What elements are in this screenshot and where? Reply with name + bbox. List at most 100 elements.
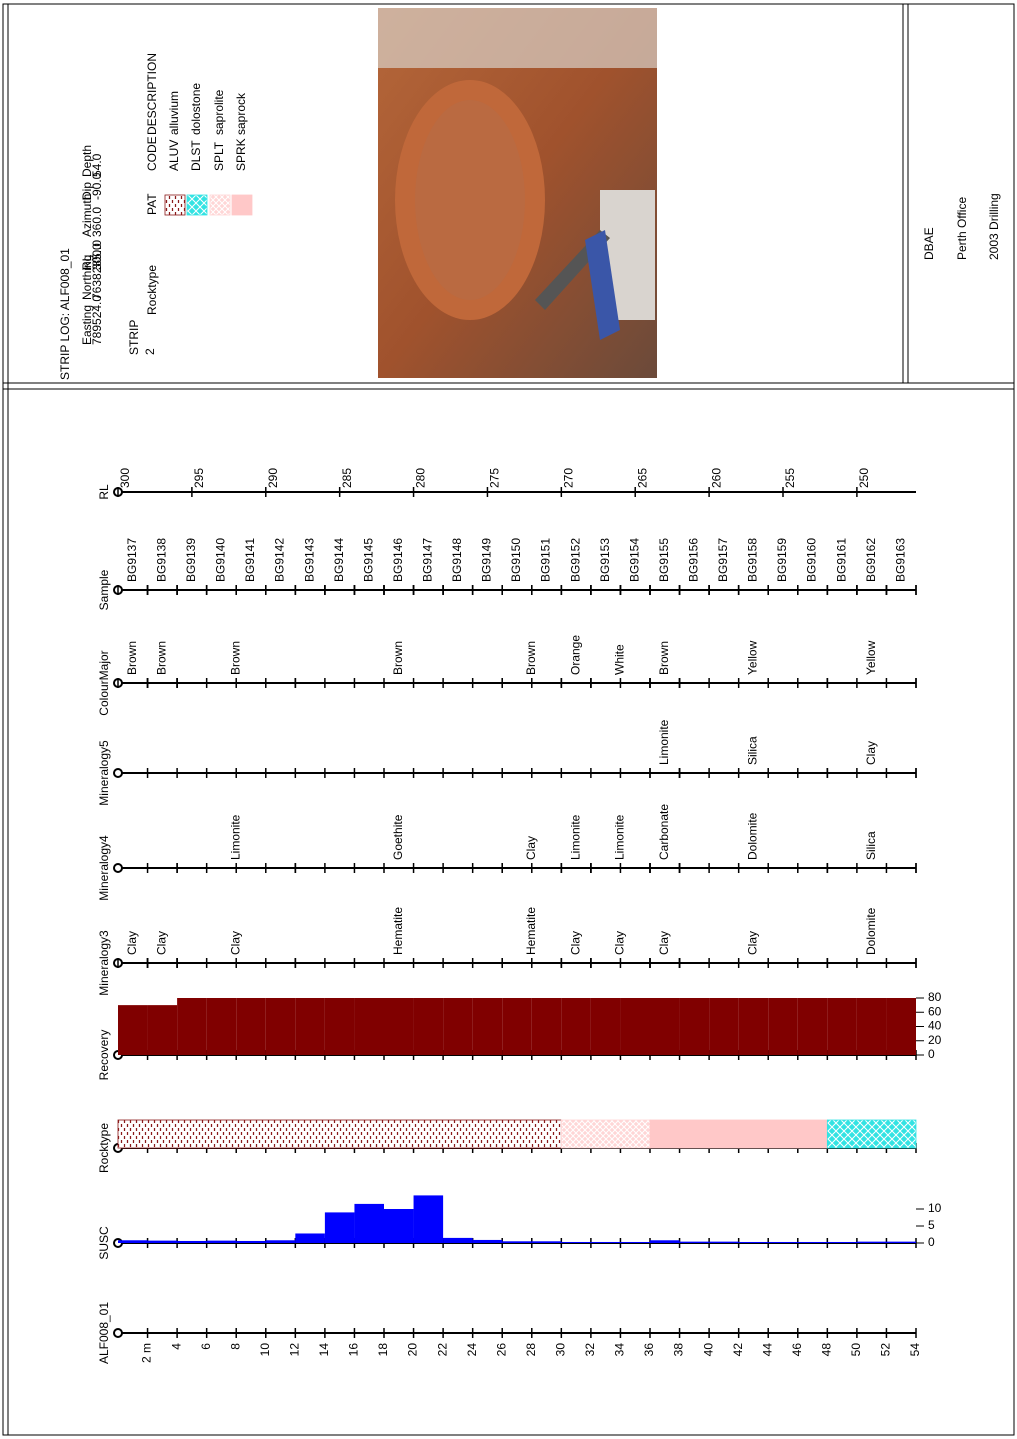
interval-label: Goethite [391,814,405,860]
histogram-bar [443,998,473,1055]
depth-tick-label: 46 [790,1343,804,1357]
legend-header: CODE [145,136,159,171]
histogram-bar [207,1241,237,1243]
track-name: ColourMajor [97,650,111,715]
rock-interval [827,1120,916,1148]
value-tick-label: 5 [928,1218,935,1232]
interval-label: BG9161 [834,538,848,582]
interval-label: BG9155 [657,538,671,582]
histogram-bar [620,1242,650,1243]
histogram-bar [709,1242,739,1243]
histogram-bar [207,998,237,1055]
histogram-bar [473,998,503,1055]
histogram-bar [532,1241,562,1243]
depth-tick-label: 42 [731,1343,745,1357]
page: {"header": {"title": "STRIP LOG: ALF008_… [0,0,1017,1439]
depth-tick-label: 38 [672,1343,686,1357]
interval-label: BG9146 [391,538,405,582]
legend-description: saprock [234,92,248,135]
interval-label: Brown [657,641,671,675]
histogram-bar [236,998,266,1055]
interval-label: BG9156 [687,538,701,582]
depth-tick-label: 34 [613,1343,627,1357]
interval-label: BG9143 [302,538,316,582]
track-name: Sample [97,569,111,610]
depth-tick-label: 12 [288,1343,302,1357]
legend-header: DESCRIPTION [145,53,159,135]
interval-label: BG9150 [509,538,523,582]
interval-label: Brown [155,641,169,675]
histogram-bar [443,1238,473,1243]
interval-label: BG9160 [805,538,819,582]
interval-label: Clay [657,931,671,955]
interval-label: Dolomite [864,907,878,955]
interval-label: BG9142 [273,538,287,582]
interval-label: Hematite [524,907,538,955]
histogram-bar [325,1212,355,1243]
interval-label: Yellow [746,640,760,675]
value-tick-label: 0 [928,1235,935,1249]
histogram-bar [591,998,621,1055]
histogram-bar [886,998,916,1055]
histogram-bar [118,1240,148,1243]
interval-label: Limonite [657,719,671,765]
depth-tick-label: 4 [169,1343,183,1350]
interval-label: Clay [613,931,627,955]
interval-label: Dolomite [746,812,760,860]
interval-label: White [613,644,627,675]
track-name: RL [97,484,111,500]
depth-tick-label: 2 m [140,1343,154,1363]
histogram-bar [650,1240,680,1243]
track-name: Rocktype [97,1123,111,1173]
histogram-bar [148,1241,178,1243]
value-tick-label: 60 [928,1004,942,1018]
depth-tick-label: 8 [228,1343,242,1350]
histogram-bar [354,998,384,1055]
histogram-bar [768,998,798,1055]
field-value: 360.0 [90,207,104,237]
histogram-bar [177,1241,207,1243]
interval-label: Limonite [613,814,627,860]
legend-swatch [187,195,207,215]
value-tick-label: 80 [928,990,942,1004]
depth-tick-label: 22 [435,1343,449,1357]
histogram-bar [473,1240,503,1243]
depth-tick-label: 44 [760,1343,774,1357]
interval-label: BG9153 [598,538,612,582]
histogram-bar [561,998,591,1055]
interval-label: BG9138 [155,538,169,582]
histogram-bar [354,1204,384,1243]
interval-label: BG9159 [775,538,789,582]
rl-tick-label: 280 [414,468,428,488]
histogram-bar [118,1005,148,1055]
interval-label: BG9151 [539,538,553,582]
legend-code: SPRK [234,138,248,171]
title-block-line: 2003 Drilling [987,193,1001,260]
interval-label: Clay [524,836,538,860]
rl-tick-label: 255 [783,468,797,488]
histogram-bar [177,998,207,1055]
histogram-bar [650,998,680,1055]
interval-label: Limonite [568,814,582,860]
histogram-bar [591,1242,621,1243]
legend-swatch [210,195,230,215]
depth-tick-label: 28 [524,1343,538,1357]
rl-tick-label: 260 [709,468,723,488]
depth-tick-label: 50 [849,1343,863,1357]
depth-tick-label: 24 [465,1343,479,1357]
field-value: 300.0 [90,240,104,270]
histogram-bar [680,998,710,1055]
value-tick-label: 40 [928,1019,942,1033]
track-origin [114,1329,122,1337]
track-origin [114,864,122,872]
field-value: 54.0 [90,153,104,177]
rl-tick-label: 285 [340,468,354,488]
histogram-bar [798,1242,828,1243]
depth-tick-label: 18 [376,1343,390,1357]
histogram-bar [709,998,739,1055]
interval-label: BG9162 [864,538,878,582]
interval-label: Carbonate [657,804,671,860]
log-title: STRIP LOG: ALF008_01 [58,248,72,380]
interval-label: Clay [568,931,582,955]
